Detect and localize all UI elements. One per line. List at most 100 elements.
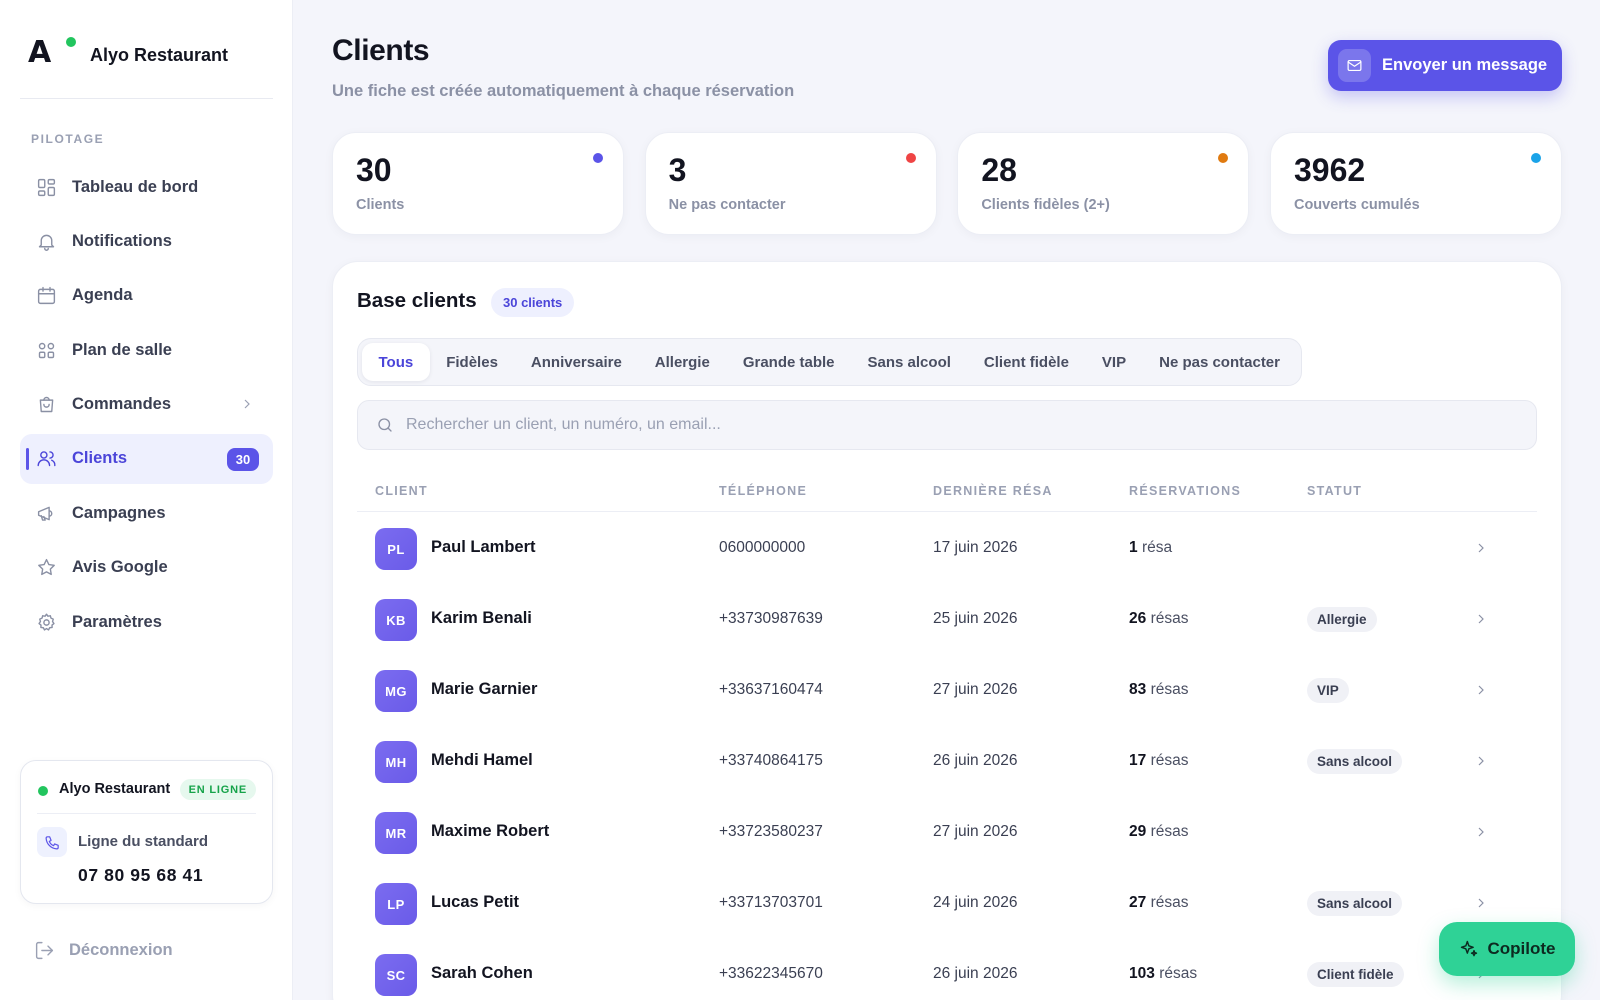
- sidebar-item-clients[interactable]: Clients 30: [20, 433, 273, 484]
- bookings-unit: résas: [1150, 894, 1189, 911]
- shopping-bag-icon: [35, 394, 57, 416]
- sidebar-item-avis-google[interactable]: Avis Google: [20, 543, 273, 593]
- sidebar-item-label: Clients: [72, 449, 128, 468]
- table-row[interactable]: MH Mehdi Hamel +33740864175 26 juin 2026 17 …: [357, 726, 1537, 797]
- sidebar-item-tableau-de-bord[interactable]: Tableau de bord: [20, 162, 273, 212]
- filter-tab[interactable]: VIP: [1101, 353, 1127, 371]
- client-bookings: 83 résas: [1129, 681, 1188, 699]
- client-phone: +33730987639: [719, 610, 823, 627]
- chevron-right-icon[interactable]: [1473, 824, 1489, 840]
- bookings-unit: résas: [1150, 752, 1189, 769]
- sparkle-icon: [1460, 940, 1477, 957]
- bookings-unit: résas: [1159, 965, 1198, 982]
- search-icon: [376, 416, 394, 434]
- phone-icon: [37, 827, 67, 857]
- filter-tab[interactable]: Sans alcool: [867, 353, 951, 371]
- table-row[interactable]: SC Sarah Cohen +33622345670 26 juin 2026 103…: [357, 939, 1537, 1000]
- bookings-count: 29: [1129, 823, 1147, 840]
- client-name[interactable]: Lucas Petit: [431, 893, 520, 911]
- search-bar[interactable]: [357, 400, 1537, 450]
- sidebar-item-label: Avis Google: [72, 558, 168, 577]
- column-header-last-booking[interactable]: DERNIÈRE RÉSA: [933, 484, 1053, 498]
- sidebar-nav: Tableau de bord Notifications Agenda Plan d…: [20, 162, 273, 652]
- sidebar-item-commandes[interactable]: Commandes: [20, 380, 273, 430]
- status-badge: Sans alcool: [1307, 891, 1403, 916]
- filter-tab[interactable]: Allergie: [654, 353, 710, 371]
- logout-icon: [35, 941, 54, 960]
- status-badge: Client fidèle: [1307, 962, 1404, 987]
- table-row[interactable]: MR Maxime Robert +33723580237 27 juin 2026 2…: [357, 797, 1537, 868]
- sidebar-item-parametres[interactable]: Paramètres: [20, 597, 273, 647]
- calendar-icon: [35, 285, 57, 307]
- chevron-right-icon[interactable]: [1473, 895, 1489, 911]
- gear-icon: [35, 611, 57, 633]
- column-header-bookings[interactable]: RÉSERVATIONS: [1129, 484, 1242, 498]
- client-last-booking: 27 juin 2026: [933, 823, 1018, 840]
- client-bookings: 103 résas: [1129, 965, 1197, 983]
- filter-tab[interactable]: Fidèles: [446, 353, 498, 371]
- sidebar-item-label: Campagnes: [72, 503, 166, 522]
- logout-label: Déconnexion: [69, 941, 173, 959]
- copilot-label: Copilote: [1487, 939, 1556, 958]
- client-name[interactable]: Maxime Robert: [431, 822, 550, 840]
- client-phone: 0600000000: [719, 539, 806, 556]
- table-row[interactable]: MG Marie Garnier +33637160474 27 juin 2026 8…: [357, 655, 1537, 726]
- send-message-button[interactable]: Envoyer un message: [1328, 40, 1562, 91]
- nav-section-label: PILOTAGE: [31, 132, 105, 146]
- chevron-right-icon[interactable]: [1473, 611, 1489, 627]
- logout-button[interactable]: Déconnexion: [34, 940, 173, 961]
- client-last-booking: 25 juin 2026: [933, 610, 1018, 627]
- table-row[interactable]: PL Paul Lambert 0600000000 17 juin 2026 1 ré…: [357, 513, 1537, 584]
- bookings-count: 1: [1129, 539, 1138, 556]
- brand[interactable]: A Alyo Restaurant: [28, 34, 228, 70]
- client-name[interactable]: Paul Lambert: [431, 538, 536, 556]
- users-icon: [35, 448, 57, 470]
- client-name[interactable]: Karim Benali: [431, 609, 532, 627]
- bookings-count: 17: [1129, 752, 1147, 769]
- online-badge: EN LIGNE: [179, 779, 256, 800]
- filter-tab[interactable]: Anniversaire: [530, 353, 622, 371]
- table-row[interactable]: KB Karim Benali +33730987639 25 juin 2026 26…: [357, 584, 1537, 655]
- filter-tab[interactable]: Ne pas contacter: [1159, 353, 1280, 371]
- filter-tab[interactable]: Client fidèle: [983, 353, 1069, 371]
- client-name[interactable]: Mehdi Hamel: [431, 751, 533, 769]
- page-title: Clients: [332, 34, 430, 67]
- column-header-status[interactable]: STATUT: [1307, 484, 1363, 498]
- stat-value: 3: [668, 152, 687, 188]
- panel-title: Base clients: [357, 289, 477, 312]
- client-phone: +33713703701: [719, 894, 823, 911]
- chevron-right-icon[interactable]: [1473, 682, 1489, 698]
- clients-panel: Base clients 30 clients Tous Fidèles Anniv…: [332, 261, 1562, 1000]
- copilot-button[interactable]: Copilote: [1439, 922, 1575, 976]
- brand-logo: A: [28, 35, 76, 70]
- avatar: KB: [375, 599, 417, 641]
- sidebar: A Alyo Restaurant PILOTAGE Tableau de bo…: [0, 0, 293, 1000]
- standard-line-number[interactable]: 07 80 95 68 41: [78, 865, 204, 885]
- client-bookings: 26 résas: [1129, 610, 1188, 628]
- sidebar-item-agenda[interactable]: Agenda: [20, 271, 273, 321]
- divider: [37, 813, 256, 814]
- sidebar-item-campagnes[interactable]: Campagnes: [20, 488, 273, 538]
- client-name[interactable]: Marie Garnier: [431, 680, 538, 698]
- bookings-unit: résas: [1150, 823, 1189, 840]
- stat-value: 28: [981, 152, 1017, 188]
- column-header-phone[interactable]: TÉLÉPHONE: [719, 484, 808, 498]
- filter-tab[interactable]: Grande table: [742, 353, 835, 371]
- client-phone: +33637160474: [719, 681, 823, 698]
- clients-table-body: PL Paul Lambert 0600000000 17 juin 2026 1 ré…: [357, 513, 1537, 1000]
- sidebar-item-label: Commandes: [72, 395, 172, 414]
- client-phone: +33723580237: [719, 823, 823, 840]
- search-input[interactable]: [406, 416, 1506, 434]
- client-phone: +33622345670: [719, 965, 823, 982]
- chevron-right-icon[interactable]: [1473, 753, 1489, 769]
- filter-tabs: Tous Fidèles Anniversaire Allergie Grande ta…: [357, 338, 1302, 386]
- table-row[interactable]: LP Lucas Petit +33713703701 24 juin 2026 27 …: [357, 868, 1537, 939]
- client-name[interactable]: Sarah Cohen: [431, 964, 533, 982]
- column-header-client[interactable]: CLIENT: [375, 484, 428, 498]
- filter-tab[interactable]: Tous: [362, 343, 430, 381]
- chevron-right-icon[interactable]: [1473, 540, 1489, 556]
- client-last-booking: 26 juin 2026: [933, 965, 1018, 982]
- sidebar-item-plan-de-salle[interactable]: Plan de salle: [20, 325, 273, 375]
- bookings-count: 27: [1129, 894, 1147, 911]
- sidebar-item-notifications[interactable]: Notifications: [20, 216, 273, 266]
